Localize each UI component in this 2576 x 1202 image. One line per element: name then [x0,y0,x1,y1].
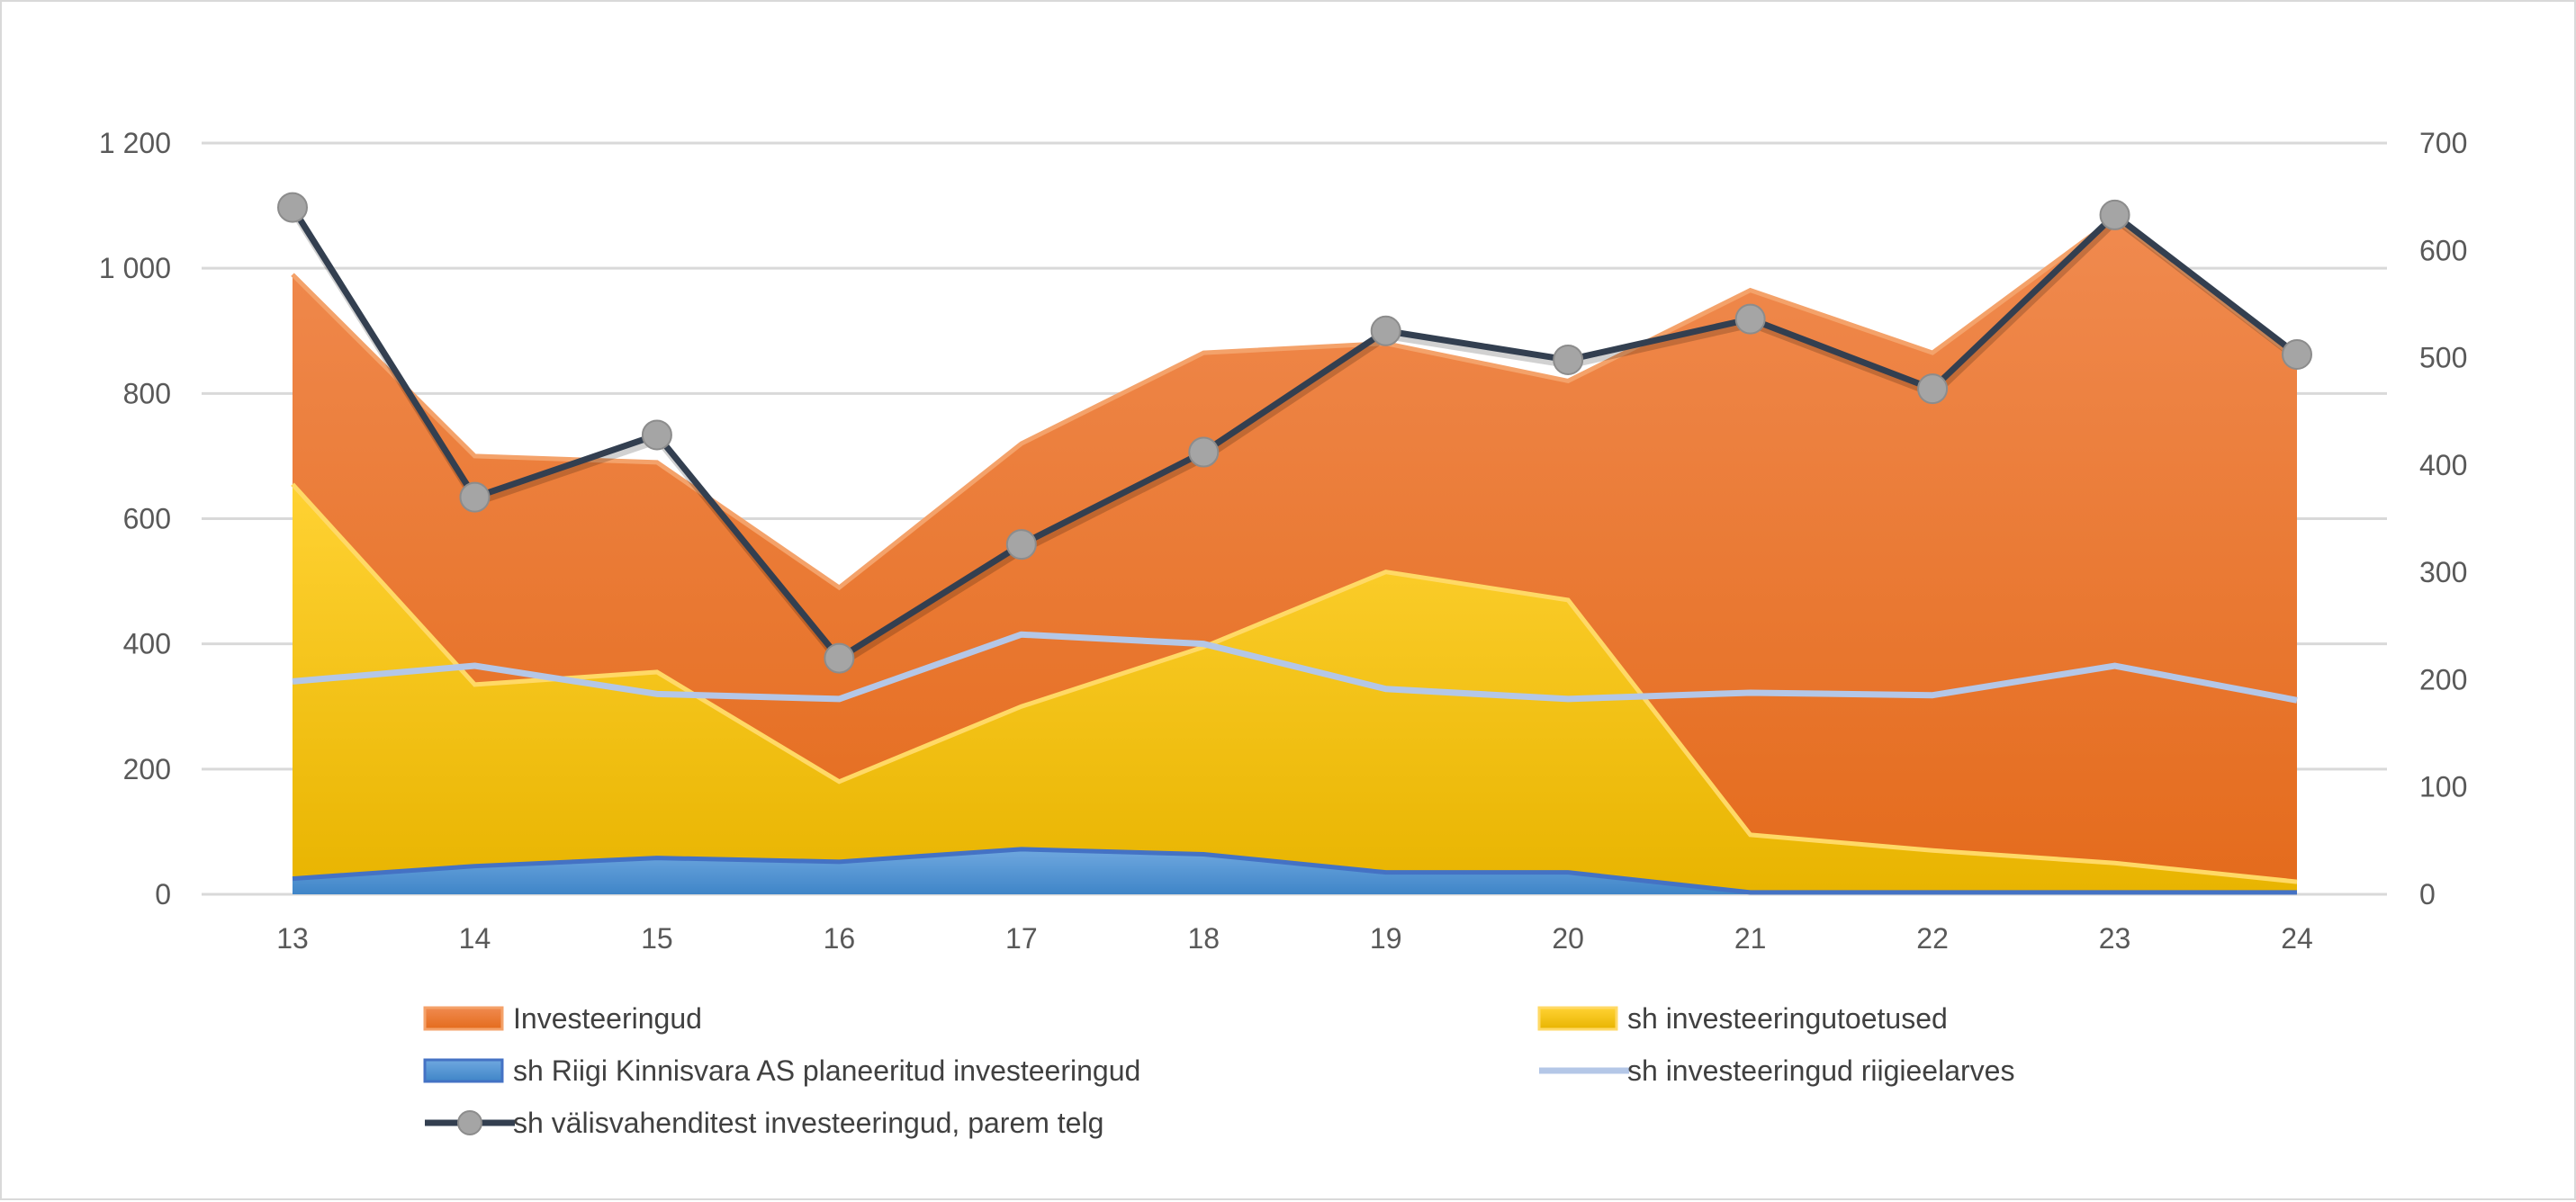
line-valisvahendid [290,205,2300,662]
legend-marker [457,1110,482,1135]
y-right-tick-label: 100 [2419,771,2467,803]
area-sh-riigi-kinnisvara-as-planeeritud-investeeringud [293,848,2297,894]
x-tick-label: 19 [1370,922,1402,955]
axis-labels: 0 200 400 600 800 1 000 1 200 0 100 200 300 400 500 6… [99,127,2467,955]
legend-label: sh investeeringud riigieelarves [1627,1054,2014,1087]
y-right-tick-label: 300 [2419,556,2467,588]
x-tick-label: 24 [2281,922,2313,955]
y-left-tick-label: 1 200 [99,127,171,159]
plot-lines [290,205,2301,704]
legend-label: sh Riigi Kinnisvara AS planeeritud inves… [513,1054,1140,1087]
legend-item: sh investeeringud riigieelarves [1539,1054,2014,1087]
area-top-edge [292,847,2297,895]
legend-item: sh Riigi Kinnisvara AS planeeritud inves… [423,1054,1140,1087]
legend-item: Investeeringud [423,1002,702,1035]
x-tick-label: 16 [824,922,856,955]
legend-label: sh välisvahenditest investeeringud, pare… [513,1107,1103,1139]
x-tick-label: 20 [1552,922,1584,955]
line-marker-point [2282,338,2312,370]
area-sh-investeeringutoetused [293,484,2297,894]
y-left-tick-label: 800 [123,377,171,409]
line-riigieelarves [292,631,2298,704]
line-marker-point [459,481,491,513]
y-right-tick-label: 200 [2419,663,2467,695]
line-marker-point [824,642,855,674]
y-right-tick-label: 0 [2419,878,2436,910]
y-left-tick-label: 200 [123,753,171,785]
plot-markers [277,192,2312,674]
line-marker-point [1188,436,1220,468]
plot-areas [291,215,2299,895]
line-marker-point [277,192,308,223]
y-right-tick-label: 600 [2419,234,2467,266]
y-right-tick-label: 400 [2419,449,2467,481]
line-marker-point [1553,344,1584,375]
line-marker-point [1734,303,1766,335]
area-top-edge [291,215,2299,591]
y-right-tick-label: 700 [2419,127,2467,159]
legend-swatch [423,1058,504,1083]
x-tick-label: 22 [1916,922,1949,955]
legend-item: sh investeeringutoetused [1537,1002,1948,1035]
x-tick-label: 23 [2099,922,2131,955]
y-left-tick-label: 400 [123,628,171,660]
x-tick-label: 17 [1005,922,1038,955]
legend-item: sh välisvahenditest investeeringud, pare… [425,1107,1103,1139]
y-left-tick-label: 0 [155,878,171,910]
legend-swatch [423,1006,504,1031]
line-marker-point [2099,199,2130,230]
area-investeeringud [293,218,2297,894]
y-right-tick-label: 500 [2419,342,2467,374]
legend-label: Investeeringud [513,1002,702,1035]
line-marker-point [1917,373,1949,405]
line-marker-point [1005,529,1037,561]
x-tick-label: 13 [276,922,309,955]
area-top-edge [291,482,2298,884]
x-tick-label: 18 [1187,922,1220,955]
legend-label: sh investeeringutoetused [1627,1002,1948,1035]
x-tick-label: 14 [459,922,491,955]
x-tick-label: 15 [641,922,673,955]
line-marker-point [1370,315,1401,346]
line-shadow [291,210,2301,668]
y-left-tick-label: 600 [123,503,171,535]
legend: Investeeringud sh investeeringutoetused sh… [423,1002,2014,1139]
legend-swatch [1537,1006,1618,1031]
line-marker-point [641,419,672,451]
x-tick-label: 21 [1734,922,1767,955]
y-left-tick-label: 1 000 [99,252,171,284]
